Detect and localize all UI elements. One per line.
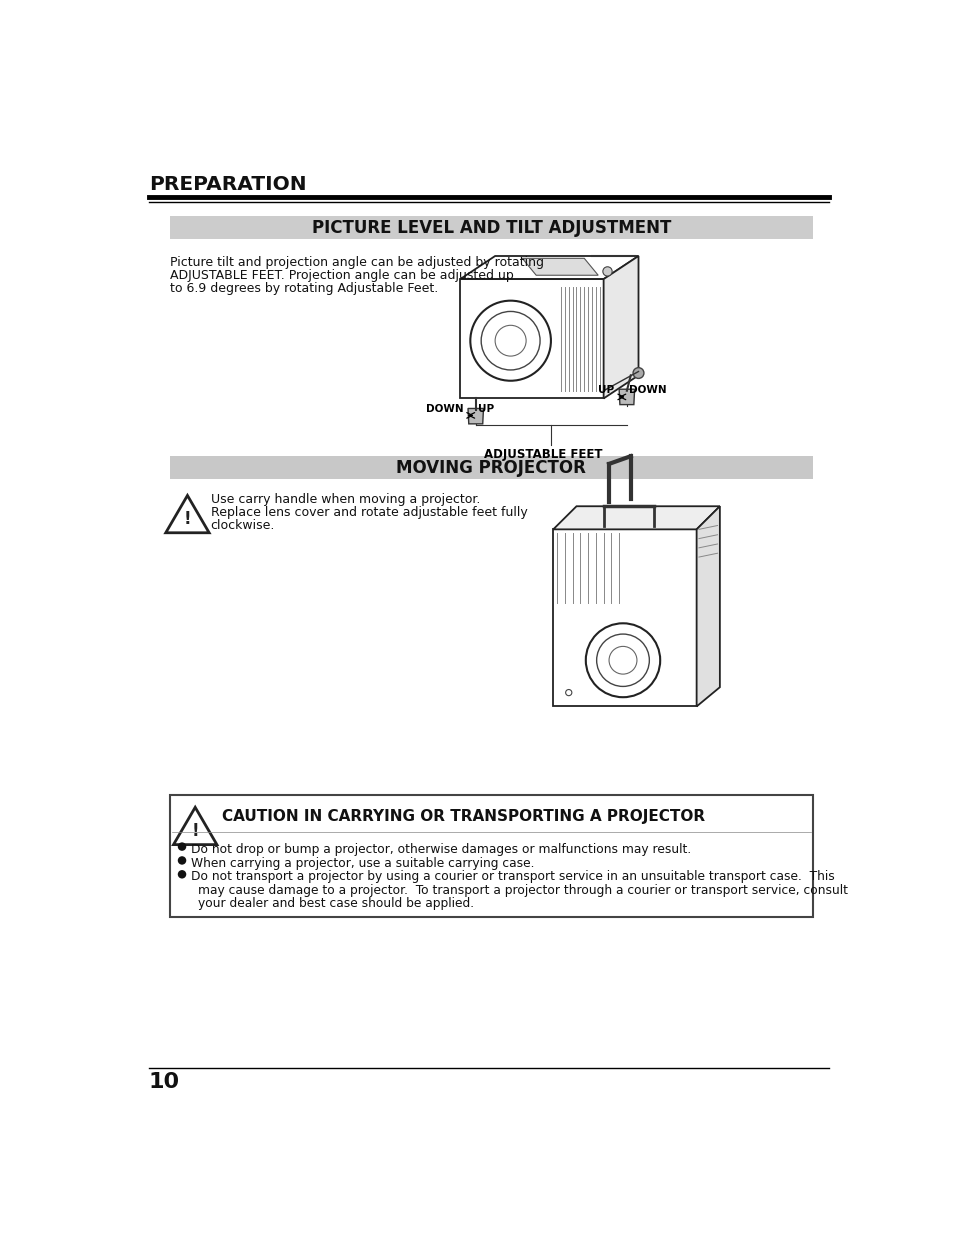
- Text: !: !: [183, 510, 191, 529]
- Text: UP: UP: [598, 385, 614, 395]
- Circle shape: [177, 842, 186, 851]
- Text: your dealer and best case should be applied.: your dealer and best case should be appl…: [198, 897, 474, 910]
- Polygon shape: [618, 389, 634, 405]
- Text: PREPARATION: PREPARATION: [149, 175, 306, 194]
- Text: When carrying a projector, use a suitable carrying case.: When carrying a projector, use a suitabl…: [191, 857, 534, 869]
- Polygon shape: [468, 409, 483, 424]
- Circle shape: [177, 871, 186, 878]
- Bar: [170, 216, 812, 240]
- Text: !: !: [192, 823, 199, 840]
- Text: DOWN: DOWN: [425, 404, 463, 414]
- Text: PICTURE LEVEL AND TILT ADJUSTMENT: PICTURE LEVEL AND TILT ADJUSTMENT: [312, 219, 670, 237]
- Bar: [170, 456, 812, 479]
- Polygon shape: [696, 506, 720, 706]
- Circle shape: [602, 267, 612, 275]
- Text: to 6.9 degrees by rotating Adjustable Feet.: to 6.9 degrees by rotating Adjustable Fe…: [170, 282, 437, 295]
- Polygon shape: [521, 258, 598, 275]
- Circle shape: [633, 368, 643, 378]
- Text: ADJUSTABLE FEET. Projection angle can be adjusted up: ADJUSTABLE FEET. Projection angle can be…: [170, 269, 513, 282]
- Text: clockwise.: clockwise.: [211, 520, 274, 532]
- Text: UP: UP: [477, 404, 494, 414]
- Polygon shape: [553, 506, 720, 530]
- Text: Use carry handle when moving a projector.: Use carry handle when moving a projector…: [211, 493, 479, 506]
- Text: ADJUSTABLE FEET: ADJUSTABLE FEET: [484, 448, 602, 461]
- Text: MOVING PROJECTOR: MOVING PROJECTOR: [395, 458, 585, 477]
- Text: DOWN: DOWN: [629, 385, 666, 395]
- Polygon shape: [603, 256, 638, 399]
- Text: may cause damage to a projector.  To transport a projector through a courier or : may cause damage to a projector. To tran…: [198, 883, 847, 897]
- Circle shape: [177, 856, 186, 864]
- Text: Do not transport a projector by using a courier or transport service in an unsui: Do not transport a projector by using a …: [191, 871, 834, 883]
- Text: Replace lens cover and rotate adjustable feet fully: Replace lens cover and rotate adjustable…: [211, 506, 527, 519]
- Text: Do not drop or bump a projector, otherwise damages or malfunctions may result.: Do not drop or bump a projector, otherwi…: [191, 842, 690, 856]
- Text: 10: 10: [149, 1072, 179, 1092]
- Text: CAUTION IN CARRYING OR TRANSPORTING A PROJECTOR: CAUTION IN CARRYING OR TRANSPORTING A PR…: [221, 809, 704, 824]
- Text: Picture tilt and projection angle can be adjusted by rotating: Picture tilt and projection angle can be…: [170, 256, 543, 269]
- Bar: [170, 795, 812, 916]
